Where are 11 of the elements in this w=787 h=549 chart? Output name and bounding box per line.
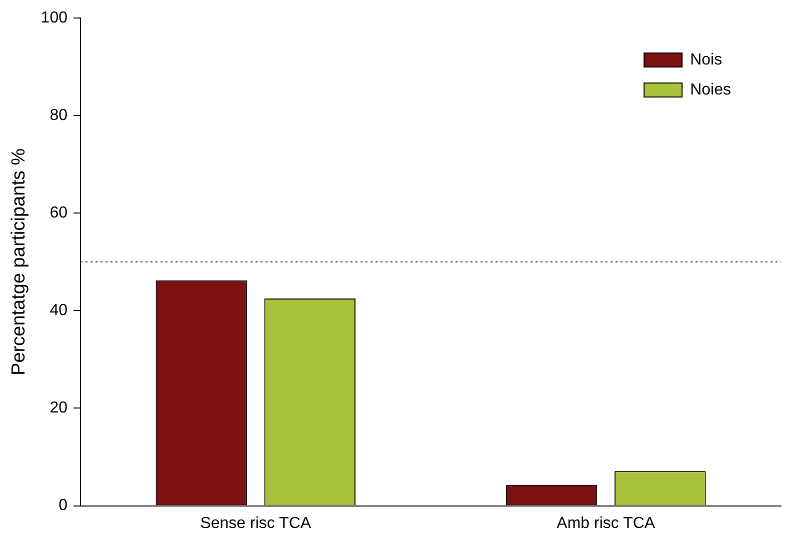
x-tick-label: Amb risc TCA	[556, 514, 656, 532]
y-tick-label: 60	[50, 204, 68, 222]
y-tick-label: 20	[50, 400, 68, 417]
y-axis-title: Percentatge participants %	[8, 148, 30, 376]
y-tick-label: 80	[50, 106, 68, 124]
y-tick-label: 100	[40, 9, 68, 26]
y-tick-label: 40	[50, 302, 68, 320]
x-tick-label: Sense risc TCA	[200, 514, 312, 532]
legend-label: Noies	[690, 81, 731, 98]
legend-label: Nois	[690, 51, 722, 68]
y-tick-label: 0	[58, 497, 68, 514]
